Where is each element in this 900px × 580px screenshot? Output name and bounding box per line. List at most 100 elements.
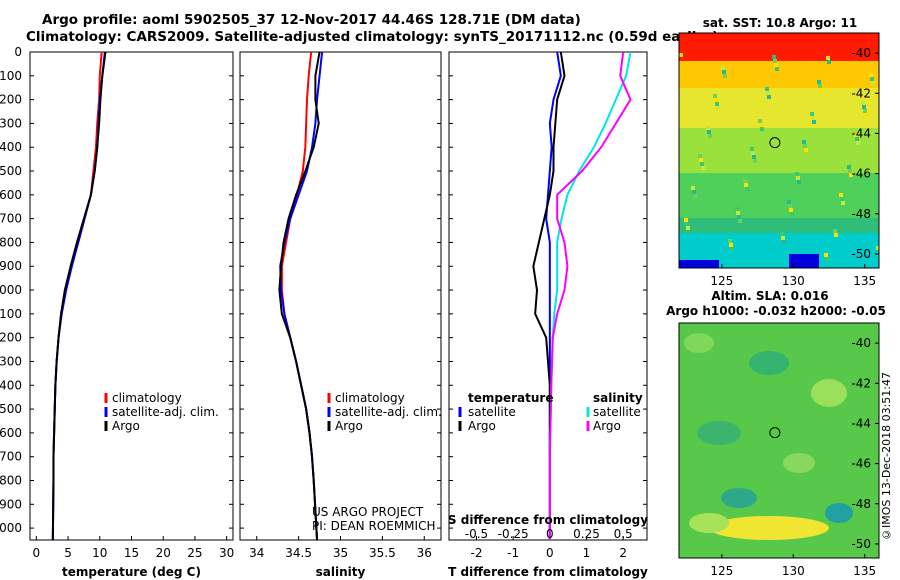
sst-pixel [790, 212, 794, 216]
depth-tick-label: 300 [0, 116, 22, 130]
map-x-tick-label: 135 [853, 274, 876, 288]
map-y-tick-label: -48 [851, 497, 871, 511]
sst-pixel [795, 172, 799, 176]
sst-pixel [811, 116, 815, 120]
sst-pixel [862, 105, 866, 109]
sst-pixel [721, 66, 725, 70]
sdiff-tick-label: -0.5 [465, 527, 488, 541]
map-4 [678, 322, 880, 559]
chart-title-line1: Argo profile: aoml 5902505_37 12-Nov-201… [42, 12, 581, 28]
sst-pixel [824, 253, 828, 257]
depth-tick-label: 1500 [0, 402, 22, 416]
series-line-argo [278, 51, 321, 541]
depth-tick-label: 1700 [0, 450, 22, 464]
sst-pixel [812, 120, 816, 124]
chart-title-line2: Climatology: CARS2009. Satellite-adjuste… [26, 29, 719, 45]
sdiff-tick-label: -0.25 [498, 527, 529, 541]
sst-pixel [692, 190, 696, 194]
sst-pixel [753, 159, 757, 163]
sst-pixel [715, 102, 719, 106]
temp-legend-entry: satellite-adj. clim. [112, 405, 219, 419]
sst-band [679, 61, 879, 88]
x-tick-label: 0 [546, 546, 554, 560]
sal-legend-entry: Argo [335, 419, 363, 433]
sst-pixel [759, 123, 763, 127]
sst-pixel [750, 147, 754, 151]
map-field-3 [679, 33, 879, 268]
depth-tick-label: 500 [0, 164, 22, 178]
series-line-salinity-argo [548, 51, 632, 540]
depth-tick-label: 900 [0, 259, 22, 273]
sst-pixel [810, 112, 814, 116]
sst-pixel [782, 240, 786, 244]
map-y-tick-label: -50 [851, 537, 871, 551]
map-y-tick-label: -50 [851, 247, 871, 261]
map-x-tick-label: 135 [853, 564, 876, 578]
sst-pixel [863, 109, 867, 113]
sst-pixel [834, 233, 838, 237]
pi-credit: PI: DEAN ROEMMICH [312, 519, 435, 533]
sst-pixel [840, 197, 844, 201]
sst-pixel [849, 173, 853, 177]
sst-pixel [760, 127, 764, 131]
sst-pixel [870, 77, 874, 81]
depth-tick-label: 1900 [0, 497, 22, 511]
depth-tick-label: 800 [0, 235, 22, 249]
tdiff-legend-entry: Argo [468, 419, 496, 433]
map-y-tick-label: -42 [851, 86, 871, 100]
land-mask [679, 260, 719, 268]
panel-frame-0 [29, 51, 234, 541]
sst-pixel [729, 243, 733, 247]
series-line-temperature-satellite [545, 51, 562, 540]
sst-pixel [752, 155, 756, 159]
sdiff-axis-label: S difference from climatology [448, 513, 648, 527]
sdiff-tick-label: 0.5 [614, 527, 633, 541]
depth-tick-label: 700 [0, 212, 22, 226]
sst-pixel [745, 187, 749, 191]
depth-tick-label: 1100 [0, 307, 22, 321]
sst-pixel [819, 88, 823, 92]
sst-pixel [707, 130, 711, 134]
sst-band [679, 173, 879, 218]
sla-anomaly [825, 503, 853, 523]
sst-pixel [730, 247, 734, 251]
sst-pixel [684, 218, 688, 222]
x-tick-label: 0 [33, 546, 41, 560]
sdiff-tick-label: 0 [546, 527, 554, 541]
temp-legend-entry: Argo [112, 419, 140, 433]
map-frame-4 [678, 322, 880, 559]
sla-anomaly [709, 516, 829, 540]
tdiff-legend-title: temperature [468, 391, 553, 405]
sst-pixel [876, 246, 879, 250]
series-line-temperature-argo [532, 51, 566, 540]
depth-tick-label: 1200 [0, 331, 22, 345]
sst-pixel [847, 165, 851, 169]
x-tick-label: 35.5 [369, 546, 396, 560]
map-y-tick-label: -48 [851, 207, 871, 221]
sst-pixel [774, 63, 778, 67]
map-y-tick-label: -46 [851, 167, 871, 181]
sst-pixel [708, 134, 712, 138]
x-tick-label: -1 [507, 546, 519, 560]
series-group-1 [278, 51, 324, 541]
sst-pixel [701, 166, 705, 170]
project-credit: US ARGO PROJECT [312, 505, 424, 519]
sst-pixel [825, 257, 829, 261]
sal-legend-entry: climatology [335, 391, 405, 405]
sst-pixel [713, 94, 717, 98]
sst-pixel [773, 59, 777, 63]
depth-tick-label: 0 [14, 45, 22, 59]
sla-anomaly [721, 488, 757, 508]
sst-pixel [714, 98, 718, 102]
sst-pixel [693, 194, 697, 198]
map-y-tick-label: -44 [851, 126, 871, 140]
sst-pixel [827, 60, 831, 64]
map-x-tick-label: 130 [782, 274, 805, 288]
sst-pixel [691, 186, 695, 190]
sla-anomaly [684, 333, 714, 353]
sst-band [679, 33, 879, 61]
x-tick-label: 20 [156, 546, 171, 560]
depth-tick-label: 1400 [0, 378, 22, 392]
tdiff-legend-entry: satellite [468, 405, 516, 419]
land-mask [789, 254, 819, 268]
